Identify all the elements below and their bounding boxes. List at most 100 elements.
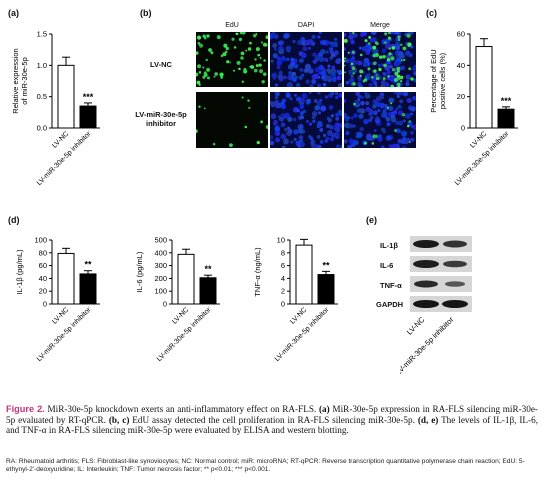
- nucleus-dot: [311, 111, 318, 117]
- nucleus-dot: [296, 109, 300, 113]
- nucleus-dot: [325, 50, 329, 54]
- nucleus-dot: [310, 41, 316, 46]
- nucleus-dot: [285, 45, 292, 52]
- nucleus-dot: [362, 61, 368, 67]
- edu-positive-dot: [359, 74, 362, 77]
- edu-positive-dot: [352, 82, 356, 86]
- nucleus-dot: [287, 116, 293, 122]
- nucleus-dot: [372, 110, 378, 116]
- nucleus-dot: [348, 32, 353, 36]
- nucleus-dot: [276, 65, 281, 70]
- edu-positive-dot: [222, 52, 227, 57]
- edu-positive-dot: [197, 41, 201, 45]
- nucleus-dot: [297, 40, 303, 46]
- y-axis-label: TNF-α (ng/mL): [253, 247, 262, 297]
- bar: [57, 252, 75, 305]
- nucleus-dot: [297, 127, 304, 134]
- y-axis-label: Relative expressionof miR-30e-5p: [11, 48, 29, 113]
- edu-positive-dot: [198, 105, 201, 108]
- edu-positive-dot: [262, 72, 267, 76]
- micrograph-inhibitor-merge: [344, 92, 416, 148]
- edu-positive-dot: [364, 39, 368, 43]
- nucleus-dot: [273, 119, 279, 125]
- micrograph-inhibitor-edu: [196, 92, 268, 148]
- nucleus-dot: [312, 119, 316, 124]
- edu-positive-dot: [407, 42, 412, 47]
- y-tick-label: 1.5: [37, 30, 47, 39]
- nucleus-dot: [308, 92, 312, 95]
- nucleus-dot: [276, 60, 283, 66]
- nucleus-dot: [316, 121, 323, 128]
- edu-positive-dot: [206, 34, 210, 38]
- edu-positive-dot: [387, 75, 390, 78]
- edu-positive-dot: [254, 58, 257, 61]
- edu-positive-dot: [219, 72, 224, 77]
- nucleus-dot: [300, 115, 304, 120]
- y-axis-label-line1: Relative expression: [11, 48, 20, 113]
- edu-positive-dot: [367, 67, 371, 71]
- edu-positive-dot: [384, 41, 387, 44]
- edu-positive-dot: [238, 67, 241, 71]
- nucleus-dot: [400, 138, 407, 145]
- nucleus-dot: [270, 113, 277, 120]
- edu-positive-dot: [390, 56, 395, 61]
- nucleus-dot: [274, 126, 281, 133]
- edu-positive-dot: [229, 143, 233, 148]
- nucleus-dot: [318, 64, 325, 71]
- nucleus-dot: [337, 109, 342, 115]
- edu-positive-dot: [231, 37, 235, 41]
- edu-positive-dot: [263, 59, 266, 62]
- nucleus-dot: [314, 67, 320, 73]
- nucleus-dot: [312, 59, 318, 64]
- nucleus-dot: [350, 40, 355, 45]
- edu-positive-dot: [256, 140, 260, 145]
- nucleus-dot: [327, 64, 331, 68]
- x-tick-label: LV-NC: [171, 306, 190, 325]
- nucleus-dot: [365, 50, 371, 55]
- y-tick-label: 60: [39, 261, 47, 270]
- nucleus-dot: [405, 81, 410, 87]
- nucleus-dot: [377, 63, 381, 67]
- nucleus-dot: [332, 78, 336, 82]
- y-axis-label: Percentage of EdUpositive cells (%): [429, 49, 447, 112]
- edu-positive-dot: [386, 58, 391, 62]
- y-tick-label: 1.0: [37, 61, 47, 70]
- nucleus-dot: [328, 130, 333, 134]
- nucleus-dot: [318, 111, 321, 115]
- edu-positive-dot: [255, 47, 260, 52]
- nucleus-dot: [320, 70, 327, 77]
- nucleus-dot: [272, 43, 278, 48]
- nucleus-dot: [394, 120, 400, 126]
- nucleus-dot: [299, 104, 305, 110]
- edu-positive-dot: [213, 75, 216, 78]
- abbreviations: RA: Rheumatoid arthritis; FLS: Fibroblas…: [6, 458, 525, 473]
- micrograph-nc-dapi: [270, 32, 342, 87]
- nucleus-dot: [401, 145, 406, 148]
- y-axis-label-line2: of miR-30e-5p: [20, 57, 29, 105]
- nucleus-dot: [388, 105, 394, 111]
- nucleus-dot: [283, 75, 287, 80]
- chart-a: 0.0 0.5 1.0 1.5 Relative expressionof miR-30…: [11, 30, 100, 187]
- edu-positive-dot: [240, 56, 244, 60]
- nucleus-dot: [381, 48, 387, 53]
- nucleus-dot: [363, 118, 369, 125]
- edu-positive-dot: [372, 61, 377, 66]
- nucleus-dot: [307, 68, 314, 74]
- nucleus-dot: [329, 41, 333, 45]
- nucleus-dot: [402, 119, 406, 123]
- nucleus-dot: [413, 71, 416, 76]
- edu-positive-dot: [394, 78, 398, 82]
- nucleus-dot: [382, 113, 388, 118]
- nucleus-dot: [298, 135, 304, 140]
- nucleus-dot: [311, 144, 318, 148]
- nucleus-dot: [286, 83, 293, 87]
- edu-positive-dot: [245, 49, 248, 52]
- edu-positive-dot: [206, 76, 210, 80]
- nucleus-dot: [290, 61, 296, 67]
- nucleus-dot: [397, 51, 404, 58]
- edu-positive-dot: [350, 62, 354, 66]
- nucleus-dot: [373, 81, 378, 86]
- edu-positive-dot: [198, 43, 204, 48]
